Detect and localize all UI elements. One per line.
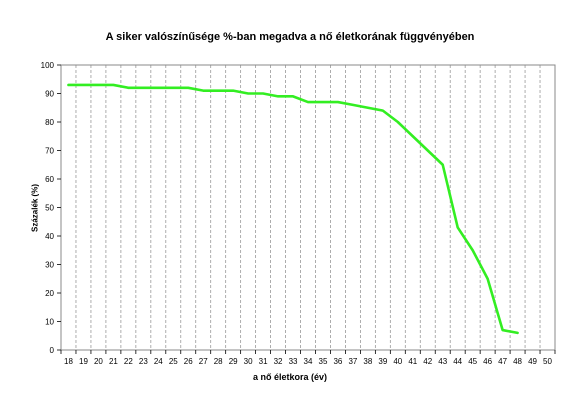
data-point: [247, 92, 250, 95]
y-tick-label: 0: [50, 346, 55, 355]
data-point: [142, 86, 145, 89]
data-point: [396, 121, 399, 123]
x-tick-label: 22: [124, 357, 133, 366]
x-tick-label: 35: [319, 357, 328, 366]
x-tick-label: 49: [528, 357, 537, 366]
data-point: [456, 226, 459, 229]
x-tick-label: 39: [378, 357, 387, 366]
data-point: [516, 332, 519, 334]
y-tick-label: 20: [45, 289, 54, 298]
data-point: [112, 84, 115, 86]
x-tick-label: 37: [348, 357, 357, 366]
x-tick-label: 18: [64, 357, 73, 366]
x-tick-label: 29: [229, 357, 238, 366]
data-point: [307, 101, 309, 103]
data-point: [217, 89, 220, 92]
data-point: [486, 277, 489, 280]
y-tick-label: 80: [45, 118, 54, 127]
y-tick-label: 90: [45, 90, 54, 99]
data-point: [322, 101, 324, 103]
x-tick-label: 21: [109, 357, 118, 366]
data-point: [366, 106, 369, 109]
data-point: [441, 163, 444, 166]
data-point: [381, 109, 384, 112]
x-tick-label: 26: [184, 357, 193, 366]
x-tick-label: 45: [468, 357, 477, 366]
x-tick-label: 20: [94, 357, 103, 366]
x-tick-label: 40: [393, 357, 402, 366]
x-tick-label: 34: [304, 357, 313, 366]
x-tick-label: 30: [244, 357, 253, 366]
x-tick-label: 50: [543, 357, 552, 366]
x-tick-label: 33: [289, 357, 298, 366]
data-point: [172, 86, 175, 89]
x-axis-label: a nő életkora (év): [252, 372, 328, 382]
data-point: [187, 86, 190, 89]
x-tick-label: 48: [513, 357, 522, 366]
data-point: [157, 86, 160, 89]
data-point: [352, 104, 354, 106]
data-point: [426, 149, 429, 152]
x-tick-label: 36: [333, 357, 342, 366]
data-point: [471, 249, 474, 252]
data-point: [82, 84, 85, 86]
data-point: [97, 84, 100, 86]
y-tick-label: 50: [45, 204, 54, 213]
x-tick-label: 47: [498, 357, 507, 366]
y-tick-label: 60: [45, 175, 54, 184]
y-tick-label: 70: [45, 147, 54, 156]
y-tick-label: 30: [45, 261, 54, 270]
x-tick-label: 19: [79, 357, 88, 366]
x-tick-label: 43: [438, 357, 447, 366]
chart-title: A siker valószínűsége %-ban megadva a nő…: [105, 31, 475, 43]
data-point: [501, 329, 504, 331]
plot-border: [60, 64, 556, 351]
x-tick-label: 23: [139, 357, 148, 366]
x-tick-label: 24: [154, 357, 163, 366]
data-point: [292, 95, 294, 98]
x-tick-label: 27: [199, 357, 208, 366]
y-tick-label: 10: [45, 318, 54, 327]
y-tick-label: 100: [41, 61, 55, 70]
data-point: [337, 101, 339, 103]
data-point: [262, 92, 264, 95]
x-tick-label: 31: [259, 357, 268, 366]
x-tick-label: 28: [214, 357, 223, 366]
data-point: [127, 86, 130, 89]
x-tick-label: 44: [453, 357, 462, 366]
x-tick-label: 46: [483, 357, 492, 366]
x-tick-label: 41: [408, 357, 417, 366]
y-tick-label: 40: [45, 232, 54, 241]
x-tick-label: 38: [363, 357, 372, 366]
data-point: [411, 135, 414, 138]
data-point: [277, 95, 279, 98]
x-tick-label: 32: [274, 357, 283, 366]
x-tick-label: 25: [169, 357, 178, 366]
x-tick-label: 42: [423, 357, 432, 366]
data-point: [232, 89, 235, 92]
data-point: [67, 84, 70, 86]
data-point: [202, 89, 205, 92]
